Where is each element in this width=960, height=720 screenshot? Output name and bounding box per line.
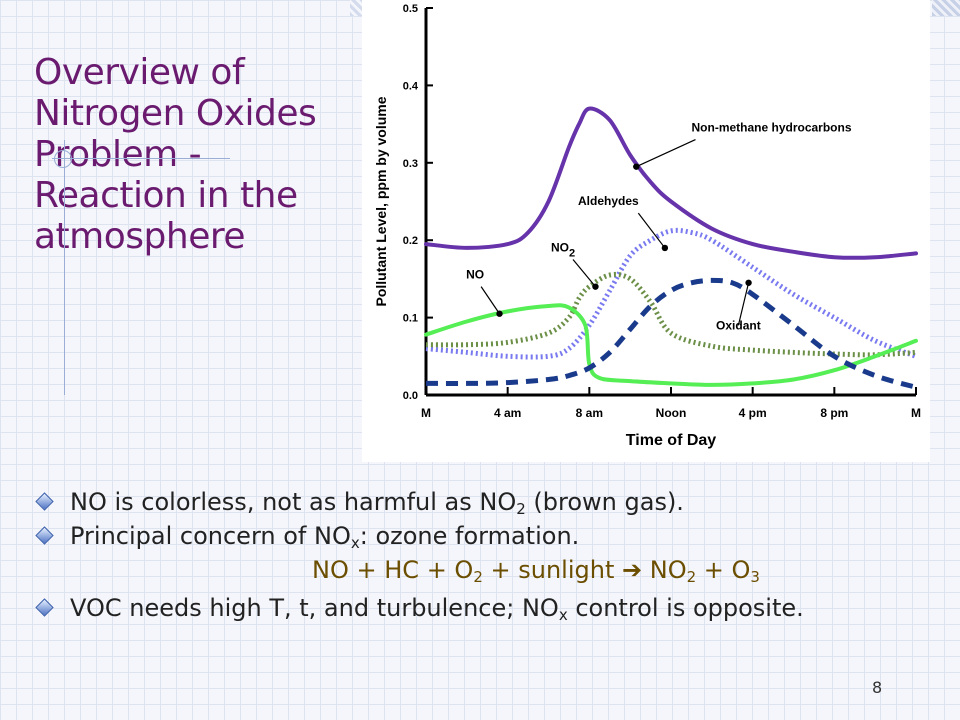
x-tick-label: 4 am [494, 406, 521, 420]
slide-title: Overview of Nitrogen Oxides Problem - Re… [34, 52, 317, 257]
subscript: x [350, 534, 360, 552]
bullet-diamond-icon [35, 526, 54, 545]
formula-part: + sunlight [482, 556, 622, 584]
y-axis-label: Pollutant Level, ppm by volume [373, 96, 389, 306]
x-tick-label: Noon [656, 406, 687, 420]
bullet-list: NO is colorless, not as harmful as NO2 (… [35, 486, 916, 626]
bullet-diamond-icon [35, 598, 54, 617]
pollutant-chart: 0.0 0.1 0.2 0.3 0.4 0.5 M 4 am 8 am Noon 4 pm 8 pm M… [373, 3, 921, 449]
x-axis-label: Time of Day [626, 432, 717, 449]
decorative-horizontal-line [52, 158, 230, 159]
annotation-label: NO2 [551, 241, 575, 260]
y-tick-label: 0.5 [403, 3, 418, 15]
pollutant-chart-panel: 0.0 0.1 0.2 0.3 0.4 0.5 M 4 am 8 am Noon 4 pm 8 pm M… [362, 0, 930, 462]
bullet-text: control is opposite. [567, 594, 804, 622]
bullet-diamond-icon [35, 492, 54, 511]
bullet-text: (brown gas). [525, 488, 684, 516]
bullet-item: Principal concern of NOx: ozone formatio… [35, 520, 916, 552]
subscript: 2 [516, 500, 526, 518]
annotation-dot [496, 310, 503, 317]
annotation-leader [572, 259, 596, 288]
decorative-circle [54, 150, 72, 168]
x-tick-label: M [421, 406, 431, 420]
annotation-dot [745, 279, 752, 286]
annotation-leader [636, 139, 696, 168]
reaction-formula: NO + HC + O2 + sunlight ➔ NO2 + O3 [36, 554, 916, 586]
annotation-label: Non-methane hydrocarbons [692, 121, 852, 135]
subscript: 3 [750, 568, 760, 586]
formula-part: NO + HC + O [312, 556, 474, 584]
annotation-leader [480, 286, 500, 315]
annotation-leader [737, 282, 750, 326]
subscript: x [558, 606, 568, 624]
bullet-item: VOC needs high T, t, and turbulence; NOx… [35, 592, 916, 624]
bullet-text: VOC needs high T, t, and turbulence; NO [70, 594, 559, 622]
annotation-label: Aldehydes [578, 194, 639, 208]
annotation-dot [633, 163, 640, 170]
page-number: 8 [872, 678, 883, 697]
y-tick-label: 0.2 [403, 235, 418, 247]
x-tick-label: 4 pm [739, 406, 767, 420]
annotation-leader [637, 212, 666, 249]
corner-decoration [932, 0, 960, 16]
x-tick-label: M [911, 406, 921, 420]
annotation-dot [592, 283, 599, 290]
annotation-label: Oxidant [716, 318, 761, 332]
series-line-oxidant [425, 277, 917, 390]
bullet-text: NO is colorless, not as harmful as NO [70, 488, 517, 516]
x-tick-label: 8 pm [820, 406, 848, 420]
formula-part: NO [642, 556, 687, 584]
series-line-aldehydes [425, 227, 917, 360]
y-tick-label: 0.4 [403, 80, 419, 92]
bullet-text: Principal concern of NO [70, 522, 351, 550]
formula-part: + O [696, 556, 751, 584]
bullet-item: NO is colorless, not as harmful as NO2 (… [35, 486, 916, 518]
annotation-label: NO [466, 268, 484, 282]
y-tick-label: 0.1 [403, 313, 418, 325]
series-line-non-methane-hydrocarbons [424, 106, 918, 260]
subscript: 2 [686, 568, 697, 586]
bullet-text: : ozone formation. [359, 522, 580, 550]
annotation-dot [661, 244, 669, 252]
y-tick-label: 0.3 [403, 158, 418, 170]
series-line-no [424, 303, 918, 387]
x-tick-label: 8 am [576, 406, 603, 420]
subscript: 2 [473, 568, 483, 586]
annotation-subscript: 2 [569, 248, 575, 260]
y-tick-label: 0.0 [403, 390, 418, 402]
reaction-arrow-icon: ➔ [622, 556, 643, 584]
decorative-vertical-line [64, 140, 65, 395]
